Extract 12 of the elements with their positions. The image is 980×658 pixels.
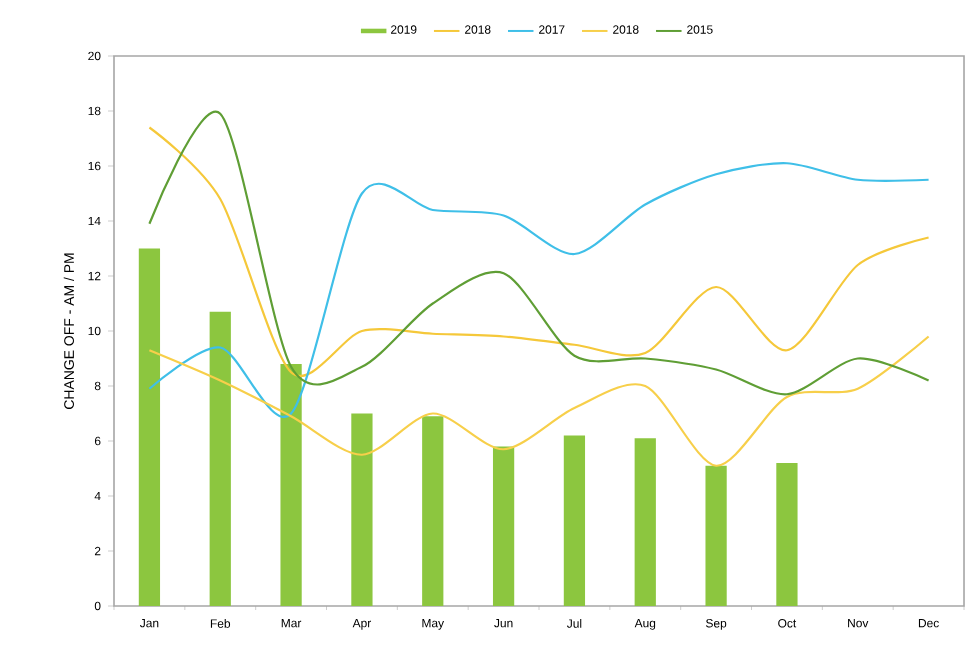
bar [705, 465, 727, 606]
bar [563, 435, 586, 606]
bar [138, 248, 161, 606]
bar [351, 413, 373, 606]
bar [776, 463, 798, 606]
bar [422, 416, 444, 606]
bar [280, 364, 302, 606]
bar [634, 438, 656, 606]
line-series [148, 162, 930, 417]
line-series [148, 335, 930, 467]
bar [209, 311, 231, 606]
bar [492, 446, 515, 606]
